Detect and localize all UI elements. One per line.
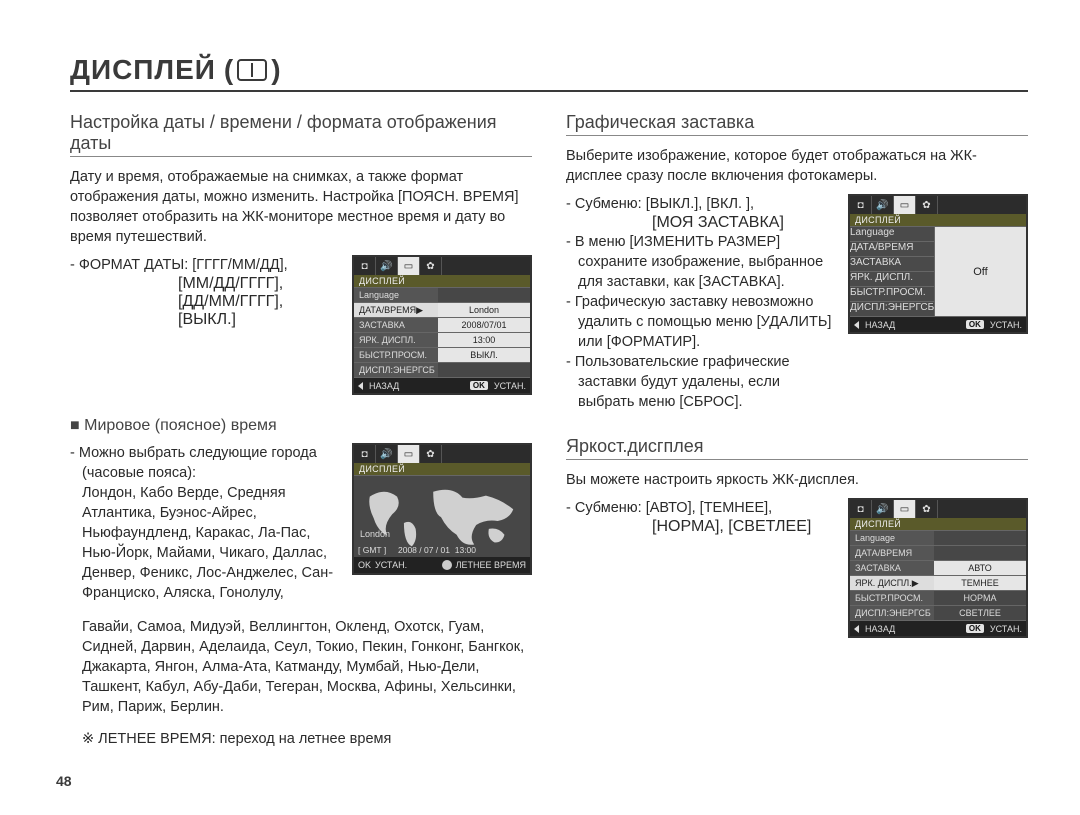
sub-worldtime-heading: ■ Мировое (поясное) время — [70, 417, 532, 435]
cities-p2: Гавайи, Самоа, Мидуэй, Веллингтон, Оклен… — [70, 617, 532, 717]
bright-sub1b: [НОРМА], [СВЕТЛЕЕ] — [566, 518, 834, 536]
display-icon — [237, 59, 267, 81]
sec-bright-heading: Яркост.дисгплея — [566, 436, 1028, 460]
left-column: Настройка даты / времени / формата отобр… — [70, 110, 532, 757]
cities-intro: - Можно выбрать следующие города (часовы… — [70, 443, 338, 483]
splash-b2: - В меню [ИЗМЕНИТЬ РАЗМЕР] сохраните изо… — [566, 232, 834, 292]
page-title-bar: ДИСПЛЕЙ ( ) — [70, 54, 1028, 92]
dst-icon — [442, 560, 452, 570]
sec-splash-p1: Выберите изображение, которое будет отоб… — [566, 146, 1028, 186]
date-format-l3: [ДД/ММ/ГГГГ], — [70, 293, 338, 311]
splash-sub1b: [МОЯ ЗАСТАВКА] — [566, 214, 834, 232]
date-format-l4: [ВЫКЛ.] — [70, 311, 338, 329]
date-format-l1: - ФОРМАТ ДАТЫ: [ГГГГ/ММ/ДД], — [70, 255, 338, 275]
sec-bright-p1: Вы можете настроить яркость ЖК-дисплея. — [566, 470, 1028, 490]
lcd-date-menu: ◘🔊▭✿ДИСПЛЕЙLanguageДАТА/ВРЕМЯ ▶LondonЗАС… — [352, 255, 532, 395]
splash-b3: - Графическую заставку невозможно удалит… — [566, 292, 834, 352]
page-number: 48 — [56, 773, 72, 789]
page-title: ДИСПЛЕЙ — [70, 54, 216, 86]
sec-date-heading: Настройка даты / времени / формата отобр… — [70, 112, 532, 157]
lcd-world-map: ◘🔊▭✿ ДИСПЛЕЙ London [ GMT ] 2008 / 07 / … — [352, 443, 532, 575]
sec-date-p1: Дату и время, отображаемые на снимках, а… — [70, 167, 532, 247]
dst-note: ※ ЛЕТНЕЕ ВРЕМЯ: переход на летнее время — [70, 729, 532, 749]
splash-sub1: - Субменю: [ВЫКЛ.], [ВКЛ. ], — [566, 194, 834, 214]
sec-splash-heading: Графическая заставка — [566, 112, 1028, 136]
right-column: Графическая заставка Выберите изображени… — [566, 110, 1028, 757]
date-format-l2: [ММ/ДД/ГГГГ], — [70, 275, 338, 293]
paren-open: ( — [224, 54, 233, 86]
lcd-splash-menu: ◘🔊▭✿ДИСПЛЕЙLanguageДАТА/ВРЕМЯЗАСТАВКАЯРК… — [848, 194, 1028, 334]
bright-sub1: - Субменю: [АВТО], [ТЕМНЕЕ], — [566, 498, 834, 518]
world-map-icon — [360, 482, 524, 550]
cities-p1: Лондон, Кабо Верде, Средняя Атлантика, Б… — [70, 483, 338, 603]
splash-b4: - Пользовательские графические заставки … — [566, 352, 834, 412]
lcd-bright-menu: ◘🔊▭✿ДИСПЛЕЙLanguageДАТА/ВРЕМЯЗАСТАВКААВТ… — [848, 498, 1028, 638]
paren-close: ) — [271, 54, 280, 86]
